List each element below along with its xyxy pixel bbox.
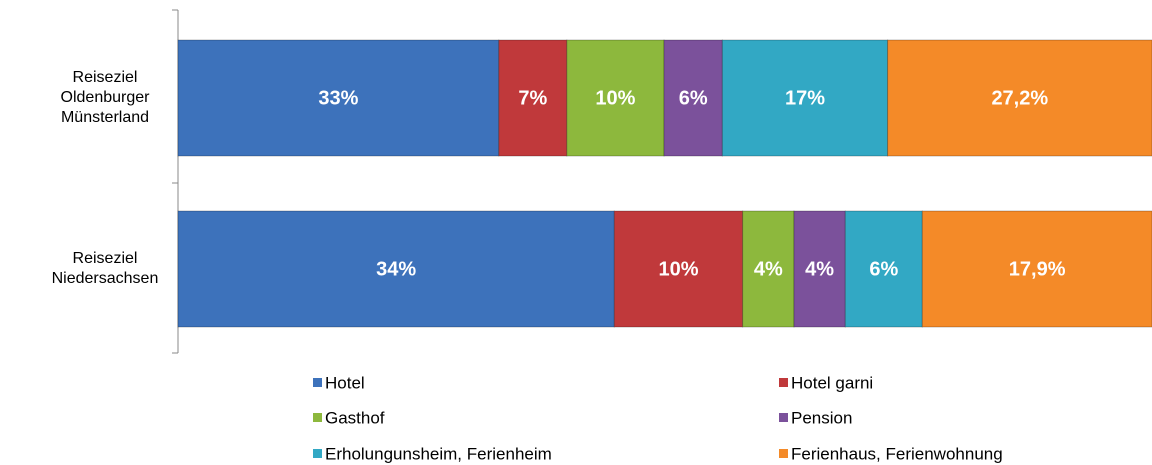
bar-segment (498, 39, 568, 157)
data-label: 34% (376, 258, 416, 280)
data-label: 7% (518, 87, 547, 109)
bar-segment (793, 210, 846, 328)
legend-swatch (313, 378, 322, 387)
data-label: 4% (754, 258, 783, 280)
bar-segment (742, 210, 795, 328)
bar-segment (177, 210, 615, 328)
legend-label: Ferienhaus, Ferienwohnung (791, 444, 1003, 463)
data-label: 33% (318, 87, 358, 109)
bar-segment (844, 210, 923, 328)
data-label: 6% (679, 87, 708, 109)
legend-label: Hotel garni (791, 373, 873, 392)
legend-swatch (779, 378, 788, 387)
legend-label: Gasthof (325, 408, 385, 427)
bar-segment (921, 210, 1152, 328)
bar-segment (566, 39, 665, 157)
data-label: 10% (658, 258, 698, 280)
category-label: Reiseziel Niedersachsen (52, 250, 159, 287)
data-label: 17% (785, 87, 825, 109)
data-label: 6% (869, 258, 898, 280)
legend-label: Pension (791, 408, 852, 427)
legend-swatch (779, 413, 788, 422)
bar-segment (177, 39, 500, 157)
data-label: 27,2% (991, 87, 1048, 109)
legend-swatch (779, 449, 788, 458)
category-label: Reiseziel Oldenburger Münsterland (61, 69, 151, 126)
data-label: 10% (595, 87, 635, 109)
data-label: 17,9% (1009, 258, 1066, 280)
legend-swatch (313, 449, 322, 458)
legend-label: Hotel (325, 373, 365, 392)
legend-label: Erholungunsheim, Ferienheim (325, 444, 552, 463)
data-label: 4% (805, 258, 834, 280)
bar-segment (887, 39, 1152, 157)
bar-segment (663, 39, 723, 157)
legend-swatch (313, 413, 322, 422)
bar-segment (721, 39, 889, 157)
